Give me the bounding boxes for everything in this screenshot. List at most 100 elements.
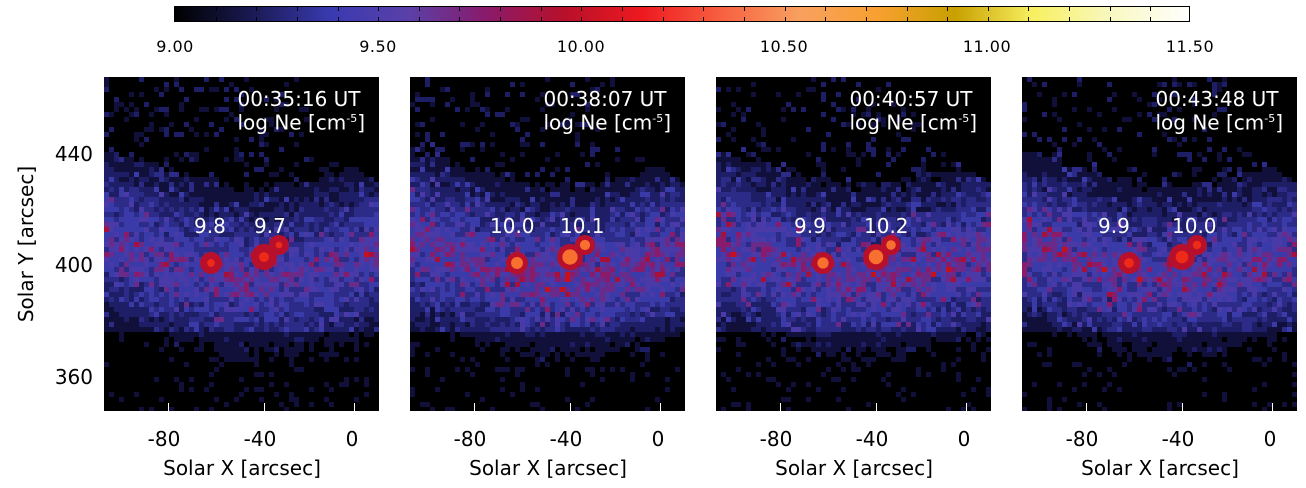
x-tick-mark	[1182, 403, 1183, 411]
x-tick-mark	[354, 403, 355, 411]
panel-annotation: 00:43:48 UT log Ne [cm-5]	[1155, 89, 1283, 133]
colorbar-tick	[743, 7, 745, 11]
x-tick-label: -80	[147, 427, 181, 451]
x-tick-label: -40	[1161, 427, 1195, 451]
colorbar-tick	[500, 7, 502, 11]
colorbar-label-2: 9.50	[359, 37, 397, 56]
colorbar-tick	[947, 7, 949, 11]
colorbar-label-3: 10.00	[556, 37, 606, 56]
colorbar-tick	[1028, 17, 1030, 21]
x-tick-label: 0	[651, 427, 665, 451]
colorbar-tick	[378, 17, 380, 21]
colorbar-tick	[459, 17, 461, 21]
x-axis-label: Solar X [arcsec]	[1081, 456, 1239, 480]
x-tick-mark	[168, 403, 169, 411]
density-map-image	[410, 77, 685, 411]
x-tick-label: 0	[957, 427, 971, 451]
x-tick-label: -80	[453, 427, 487, 451]
density-map-image	[104, 77, 379, 411]
colorbar-tick	[743, 17, 745, 21]
x-tick-mark	[780, 403, 781, 411]
colorbar-tick	[703, 7, 705, 11]
panel-annotation: 00:40:57 UT log Ne [cm-5]	[849, 89, 977, 133]
density-map-panel-1: 00:35:16 UT log Ne [cm-5] 9.8 9.7	[104, 77, 379, 411]
colorbar-tick	[1150, 17, 1152, 21]
colorbar-tick	[865, 7, 867, 11]
colorbar-label-4: 10.50	[759, 37, 809, 56]
density-value-left: 9.9	[794, 214, 826, 238]
x-tick-mark	[264, 403, 265, 411]
colorbar-tick	[784, 17, 786, 21]
density-value-left: 9.8	[194, 214, 226, 238]
y-tick-label: 440	[54, 142, 93, 166]
density-value-right: 10.0	[1172, 214, 1217, 238]
colorbar-tick	[215, 7, 217, 11]
density-value-right: 9.7	[254, 214, 286, 238]
x-axis-label: Solar X [arcsec]	[469, 456, 627, 480]
colorbar-tick	[459, 7, 461, 11]
colorbar-tick	[622, 17, 624, 21]
density-map-panel-2: 00:38:07 UT log Ne [cm-5] 10.0 10.1	[410, 77, 685, 411]
x-axis-label: Solar X [arcsec]	[163, 456, 321, 480]
colorbar-tick	[256, 7, 258, 11]
colorbar-tick	[825, 17, 827, 21]
colorbar-tick	[1069, 17, 1071, 21]
colorbar-tick	[947, 17, 949, 21]
colorbar-tick	[1028, 7, 1030, 11]
colorbar-tick	[540, 17, 542, 21]
panel-annotation: 00:38:07 UT log Ne [cm-5]	[543, 89, 671, 133]
y-tick-label: 360	[54, 365, 93, 389]
x-tick-mark	[1272, 403, 1273, 411]
x-tick-mark	[474, 403, 475, 411]
quantity-label: log Ne [cm-5]	[849, 110, 977, 135]
x-tick-mark	[966, 403, 967, 411]
panel-annotation: 00:35:16 UT log Ne [cm-5]	[237, 89, 365, 133]
x-tick-mark	[876, 403, 877, 411]
colorbar-tick	[906, 7, 908, 11]
x-tick-label: -80	[1065, 427, 1099, 451]
x-tick-label: 0	[345, 427, 359, 451]
colorbar-tick	[1109, 7, 1111, 11]
colorbar-tick	[337, 7, 339, 11]
colorbar-tick	[296, 7, 298, 11]
colorbar-label-1: 9.00	[156, 37, 194, 56]
quantity-label: log Ne [cm-5]	[543, 110, 671, 135]
timestamp: 00:35:16 UT	[237, 87, 361, 111]
colorbar-tick	[581, 7, 583, 11]
colorbar-tick	[622, 7, 624, 11]
timestamp: 00:38:07 UT	[543, 87, 667, 111]
x-tick-mark	[570, 403, 571, 411]
colorbar-tick	[662, 17, 664, 21]
density-value-right: 10.1	[560, 214, 605, 238]
timestamp: 00:43:48 UT	[1155, 87, 1279, 111]
y-axis-label: Solar Y [arcsec]	[14, 165, 38, 323]
x-tick-label: -80	[759, 427, 793, 451]
x-tick-mark	[1086, 403, 1087, 411]
colorbar-tick	[987, 17, 989, 21]
colorbar-tick	[1109, 17, 1111, 21]
density-value-left: 9.9	[1098, 214, 1130, 238]
density-value-left: 10.0	[490, 214, 535, 238]
colorbar-label-5: 11.00	[962, 37, 1012, 56]
x-axis-label: Solar X [arcsec]	[775, 456, 933, 480]
colorbar-tick	[418, 7, 420, 11]
colorbar-tick	[337, 17, 339, 21]
colorbar-label-6: 11.50	[1165, 37, 1215, 56]
colorbar-tick	[865, 17, 867, 21]
quantity-label: log Ne [cm-5]	[1155, 110, 1283, 135]
x-tick-label: -40	[243, 427, 277, 451]
colorbar-tick	[540, 7, 542, 11]
x-tick-label: -40	[549, 427, 583, 451]
density-map-image	[716, 77, 991, 411]
colorbar-tick	[1150, 7, 1152, 11]
colorbar-tick	[256, 17, 258, 21]
colorbar-tick	[825, 7, 827, 11]
x-tick-mark	[660, 403, 661, 411]
colorbar-tick	[215, 17, 217, 21]
colorbar	[174, 6, 1190, 22]
density-map-image	[1022, 77, 1297, 411]
density-value-right: 10.2	[864, 214, 909, 238]
colorbar-tick	[1069, 7, 1071, 11]
colorbar-tick	[581, 17, 583, 21]
colorbar-tick	[662, 7, 664, 11]
